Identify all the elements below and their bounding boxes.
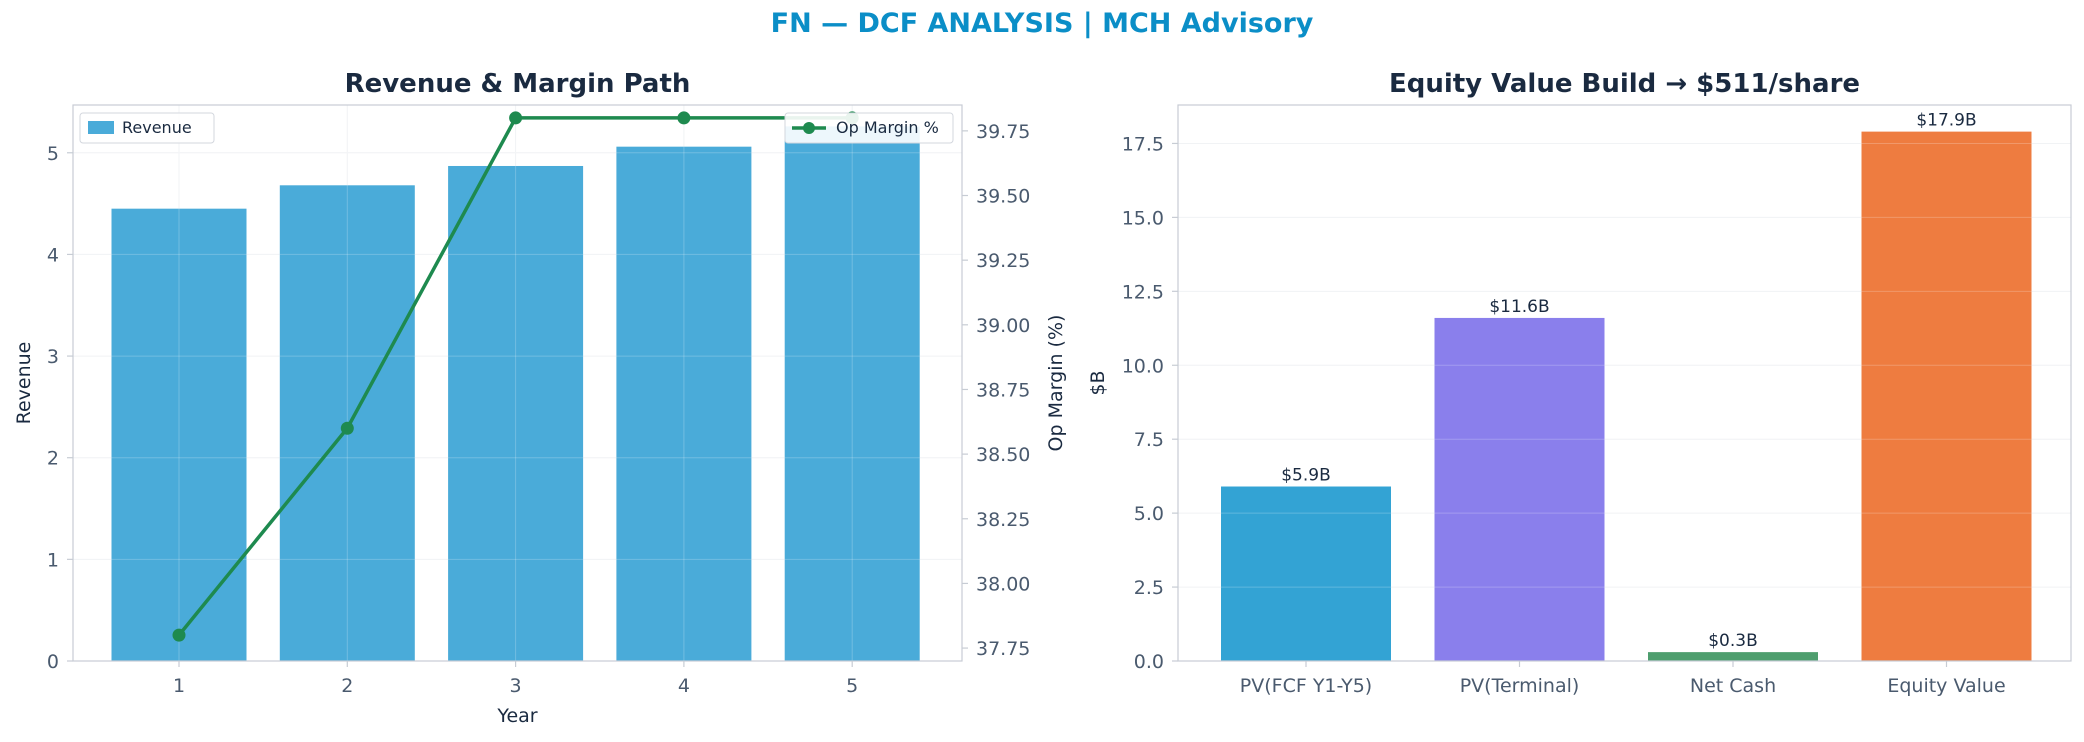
y-tick-label: 2.5 [1134, 577, 1164, 599]
plot-frame [72, 104, 963, 662]
y-axis-label: Revenue [13, 342, 35, 425]
y-tick-label: 5.0 [1134, 503, 1164, 525]
x-tick-label: PV(FCF Y1-Y5) [1240, 675, 1372, 697]
chart-title: Equity Value Build → $511/share [1389, 69, 1860, 99]
legend-revenue-swatch [88, 121, 114, 134]
y-tick-label: 10.0 [1122, 355, 1164, 377]
op-margin-point [172, 628, 186, 642]
y-tick-label: 0 [47, 651, 59, 673]
y2-tick-label: 39.75 [976, 121, 1030, 143]
data-label: $17.9B [1916, 111, 1976, 131]
y2-tick-label: 38.50 [976, 444, 1030, 466]
equity-bar [1434, 317, 1605, 661]
y2-tick-label: 37.75 [976, 638, 1030, 660]
y2-tick-label: 39.25 [976, 250, 1030, 272]
revenue-bar [111, 208, 247, 662]
x-tick-label: 4 [678, 675, 690, 697]
x-tick-label: PV(Terminal) [1460, 675, 1580, 697]
y-tick-label: 2 [47, 448, 59, 470]
y-tick-label: 0.0 [1134, 651, 1164, 673]
y2-axis-label: Op Margin (%) [1045, 315, 1067, 452]
equity-bar [1648, 652, 1818, 661]
data-label: $5.9B [1281, 466, 1331, 486]
y-tick-label: 3 [47, 346, 59, 368]
revenue-bar [616, 146, 752, 662]
y2-tick-label: 38.25 [976, 509, 1030, 531]
y-axis-label: $B [1087, 370, 1109, 395]
op-margin-point [509, 111, 523, 125]
equity-bar [1861, 131, 2032, 662]
equity-bar [1221, 486, 1391, 661]
revenue-bar [784, 126, 920, 661]
revenue-bar [448, 165, 584, 662]
y-tick-label: 12.5 [1122, 281, 1164, 303]
figure-title: FN — DCF ANALYSIS | MCH Advisory [770, 8, 1314, 39]
plot-frame [1177, 104, 2072, 662]
legend-left-box [79, 112, 215, 144]
op-margin-point [340, 421, 354, 435]
x-tick-label: Net Cash [1690, 675, 1776, 697]
legend-margin-marker [803, 122, 815, 134]
data-label: $0.3B [1708, 631, 1758, 651]
legend-right-box [784, 112, 954, 144]
y2-tick-label: 38.00 [976, 573, 1030, 595]
x-tick-label: 2 [341, 675, 353, 697]
x-tick-label: 3 [510, 675, 522, 697]
y2-tick-label: 39.50 [976, 186, 1030, 208]
chart-title: Revenue & Margin Path [345, 69, 691, 99]
legend-margin-label: Op Margin % [836, 118, 939, 137]
x-axis-label: Year [496, 705, 537, 727]
y-tick-label: 17.5 [1122, 133, 1164, 155]
y-tick-label: 5 [47, 143, 59, 165]
op-margin-point [677, 111, 691, 125]
x-tick-label: 1 [173, 675, 185, 697]
y-tick-label: 1 [47, 549, 59, 571]
data-label: $11.6B [1489, 297, 1549, 317]
y2-tick-label: 38.75 [976, 379, 1030, 401]
y2-tick-label: 39.00 [976, 315, 1030, 337]
y-tick-label: 7.5 [1134, 429, 1164, 451]
x-tick-label: Equity Value [1887, 675, 2005, 697]
x-tick-label: 5 [846, 675, 858, 697]
y-tick-label: 15.0 [1122, 207, 1164, 229]
y-tick-label: 4 [47, 244, 59, 266]
legend-revenue-label: Revenue [122, 118, 192, 137]
